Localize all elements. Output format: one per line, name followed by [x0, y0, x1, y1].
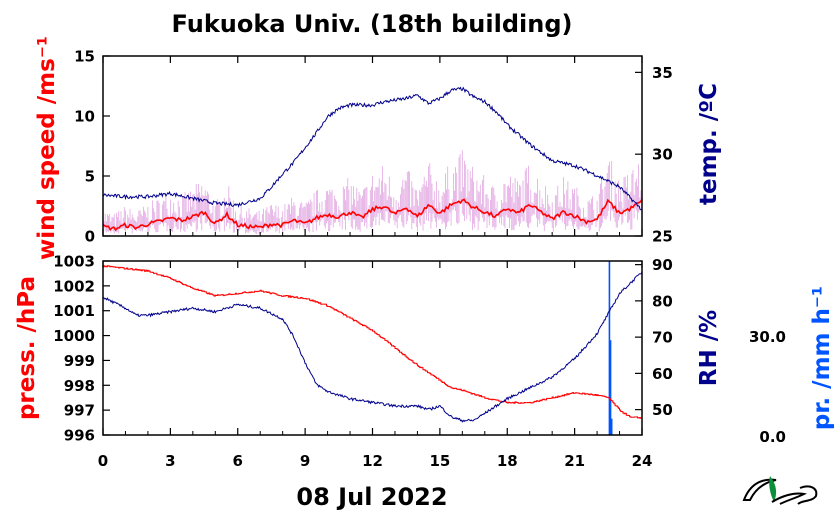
pressure-tick-label: 1002	[53, 277, 95, 295]
temp-tick-label: 30	[652, 146, 673, 164]
precip-tick-label: 0.0	[759, 428, 786, 446]
chart-title: Fukuoka Univ. (18th building)	[172, 10, 573, 38]
precip-axis-label: pr. /mm h⁻¹	[809, 286, 834, 430]
x-tick-label: 6	[233, 452, 243, 470]
x-tick-label: 24	[632, 452, 653, 470]
x-tick-label: 21	[564, 452, 585, 470]
wind-tick-label: 0	[85, 228, 95, 246]
bottom-panel-frame	[102, 260, 643, 436]
rh-tick-label: 60	[652, 365, 673, 383]
rh-axis-label: RH /%	[696, 310, 722, 386]
pressure-tick-label: 999	[64, 352, 95, 370]
temp-plot-area	[103, 86, 642, 211]
x-tick-label: 9	[300, 452, 310, 470]
pressure-tick-label: 1000	[53, 327, 95, 345]
date-label: 08 Jul 2022	[296, 483, 447, 511]
x-tick-label: 3	[165, 452, 175, 470]
pressure-plot-area	[103, 265, 642, 419]
pressure-tick-label: 1003	[53, 253, 95, 271]
pressure-tick-label: 998	[64, 377, 95, 395]
temp-tick-label: 25	[652, 228, 673, 246]
pressure-tick-label: 996	[64, 427, 95, 445]
precip-bar	[610, 418, 613, 435]
rh-tick-label: 90	[652, 256, 673, 274]
top-panel-ticks: 0 5 10 15 25 30 35	[74, 48, 673, 246]
temp-axis-label: temp. /ºC	[696, 83, 722, 205]
pressure-axis-label: press. /hPa	[14, 276, 40, 420]
precip-bar	[609, 340, 612, 435]
temp-tick-label: 35	[652, 64, 673, 82]
pressure-line	[103, 265, 642, 419]
humidity-line	[103, 271, 642, 423]
wind-raw-trace	[103, 150, 642, 235]
rh-plot-area	[103, 271, 642, 423]
x-tick-label: 12	[362, 452, 383, 470]
top-panel: 0 5 10 15 25 30 35 wind speed /ms⁻¹ temp. /ºC	[34, 36, 722, 260]
precip-bar	[608, 261, 611, 435]
wind-speed-line	[103, 198, 642, 232]
pressure-tick-label: 1001	[53, 302, 95, 320]
rh-tick-label: 70	[652, 329, 673, 347]
rh-tick-label: 80	[652, 292, 673, 310]
wind-tick-label: 15	[74, 48, 95, 66]
wind-tick-label: 10	[74, 108, 95, 126]
precip-plot-area	[608, 261, 613, 435]
temperature-line	[103, 86, 642, 211]
leaf-logo-icon	[742, 476, 818, 505]
bottom-panel-ticks: 0 3 6 9 12 15 18 21 24 996 997 998 999 1000 1001 1002 10…	[53, 253, 673, 471]
x-tick-label: 18	[497, 452, 518, 470]
wind-plot-area	[103, 150, 642, 235]
bottom-panel: 0 3 6 9 12 15 18 21 24 996 997 998 999 1000 1001 1002 10…	[14, 253, 834, 471]
x-tick-label: 15	[429, 452, 450, 470]
wind-tick-label: 5	[85, 168, 95, 186]
pressure-tick-label: 997	[64, 402, 95, 420]
precip-tick-label: 30.0	[749, 328, 786, 346]
rh-tick-label: 50	[652, 401, 673, 419]
x-tick-label: 0	[98, 452, 108, 470]
wind-axis-label: wind speed /ms⁻¹	[34, 36, 60, 260]
